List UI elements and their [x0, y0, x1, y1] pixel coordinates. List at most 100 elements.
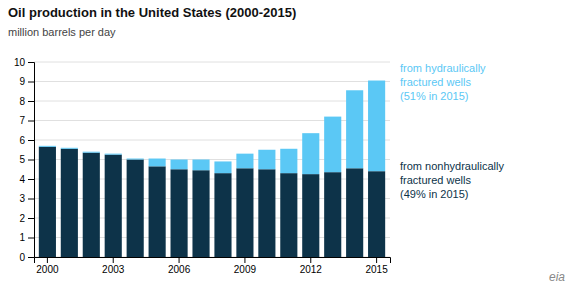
tick-mark [376, 257, 377, 263]
tick: 4 [19, 174, 34, 185]
y-axis: 0 1 2 3 4 5 6 7 8 9 10 [14, 57, 35, 263]
legend: from hydraulically fractured wells (51% in… [400, 62, 504, 200]
bar [236, 154, 253, 169]
tick-label: 10 [14, 57, 26, 68]
grid-line [34, 81, 390, 82]
bar [280, 173, 297, 257]
bar [83, 153, 100, 257]
bar [83, 151, 100, 153]
bar [171, 160, 188, 170]
bar [192, 160, 209, 171]
tick-mark [28, 238, 34, 239]
tick-label: 7 [19, 115, 25, 126]
legend-line: from hydraulically [400, 62, 486, 74]
legend-line: fractured wells [400, 76, 471, 88]
bar [127, 160, 144, 258]
bar [324, 117, 341, 173]
bar [302, 174, 319, 257]
legend-entry: from hydraulically fractured wells (51% in… [400, 62, 486, 102]
bar [214, 161, 231, 173]
bar [39, 147, 56, 257]
tick-mark [179, 257, 180, 263]
bar [39, 145, 56, 147]
tick-label: 0 [19, 252, 25, 263]
tick-label: 5 [19, 154, 25, 165]
annotation: eia [549, 270, 565, 284]
grid [34, 62, 390, 257]
bar [346, 168, 363, 257]
chart: Oil production in the United States (200… [0, 0, 575, 287]
tick: 3 [19, 193, 34, 204]
tick-mark [28, 199, 34, 200]
tick-mark [244, 257, 245, 263]
bar [127, 158, 144, 160]
bar [192, 170, 209, 257]
tick-mark [28, 218, 34, 219]
tick-mark [28, 121, 34, 122]
tick-label: 1 [19, 232, 25, 243]
tick-label: 2003 [102, 264, 125, 275]
tick-mark [113, 257, 114, 263]
tick: 5 [19, 154, 34, 165]
tick: 7 [19, 115, 34, 126]
tick-mark [28, 179, 34, 180]
tick: 2015 [365, 257, 388, 275]
tick: 0 [19, 252, 34, 263]
legend-line: (49% in 2015) [400, 188, 469, 200]
tick-label: 8 [19, 96, 25, 107]
bar [149, 166, 166, 257]
legend-line: fractured wells [400, 174, 471, 186]
grid-line [34, 62, 390, 63]
tick: 2003 [102, 257, 125, 275]
x-axis: 2000 2003 2006 2009 2012 2015 [35, 257, 391, 275]
subtitle: million barrels per day [8, 26, 116, 38]
bar [346, 90, 363, 168]
tick-label: 4 [19, 174, 25, 185]
axis-line [28, 63, 35, 258]
bar [302, 133, 319, 174]
tick-label: 2 [19, 213, 25, 224]
title: Oil production in the United States (200… [8, 5, 296, 20]
bar [105, 155, 122, 257]
tick: 6 [19, 135, 34, 146]
tick: 1 [19, 232, 34, 243]
legend-entry: from nonhydraulicallyfractured wells(49%… [400, 160, 504, 200]
legend-line: (51% in 2015) [400, 90, 469, 102]
tick-mark [28, 140, 34, 141]
tick: 2012 [300, 257, 323, 275]
bar [105, 153, 122, 155]
bar [258, 169, 275, 257]
tick: 2000 [36, 257, 59, 275]
bar [368, 81, 385, 172]
tick: 2 [19, 213, 34, 224]
tick-label: 2015 [365, 264, 388, 275]
bar [61, 147, 78, 149]
bar [324, 172, 341, 257]
tick-label: 2006 [168, 264, 191, 275]
bar [280, 149, 297, 173]
tick: 8 [19, 96, 34, 107]
tick-mark [28, 82, 34, 83]
bar [368, 171, 385, 257]
axis-line [35, 258, 391, 264]
tick: 2006 [168, 257, 191, 275]
tick-label: 6 [19, 135, 25, 146]
tick-label: 9 [19, 76, 25, 87]
tick-mark [310, 257, 311, 263]
series [39, 81, 385, 175]
bar [258, 150, 275, 170]
tick-label: 2000 [36, 264, 59, 275]
tick-mark [28, 160, 34, 161]
bar [149, 159, 166, 167]
bar [236, 168, 253, 257]
tick-mark [28, 62, 34, 63]
tick: 10 [14, 57, 34, 68]
bars [39, 81, 385, 257]
tick: 2009 [234, 257, 257, 275]
tick-label: 3 [19, 193, 25, 204]
tick: 9 [19, 76, 34, 87]
tick-label: 2012 [300, 264, 323, 275]
grid-line [34, 101, 390, 102]
bar [61, 149, 78, 257]
tick-label: 2009 [234, 264, 257, 275]
